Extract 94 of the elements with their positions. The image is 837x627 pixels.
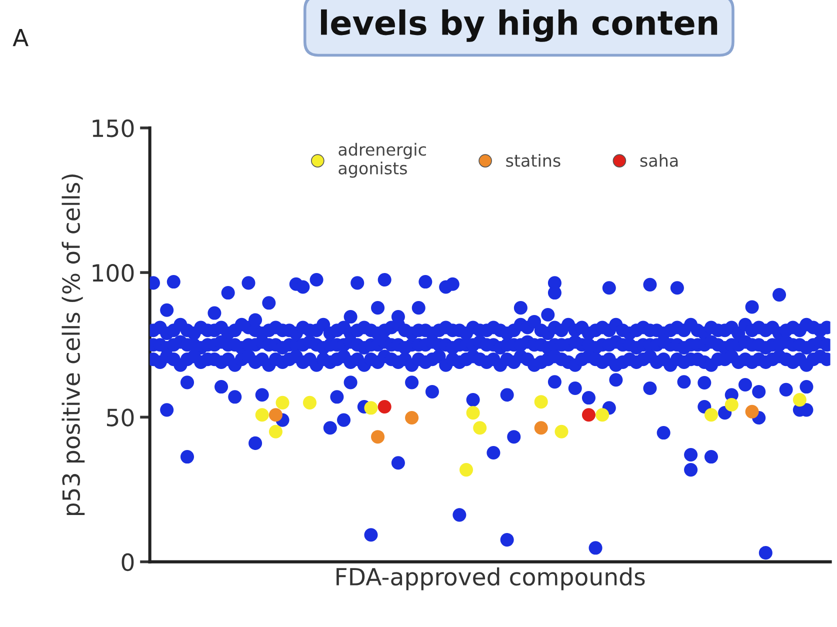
point [248, 436, 262, 450]
point [160, 403, 174, 417]
point [344, 310, 358, 324]
point [425, 384, 439, 398]
point [500, 533, 514, 547]
point [459, 463, 474, 477]
point [486, 446, 500, 460]
point [378, 400, 392, 414]
point [330, 390, 344, 404]
point [466, 393, 480, 407]
point [541, 308, 555, 322]
point [588, 541, 602, 555]
point [534, 395, 548, 409]
point [643, 278, 657, 292]
point [405, 410, 419, 425]
point [792, 393, 806, 407]
point [684, 448, 698, 462]
point [228, 390, 242, 404]
point [698, 376, 712, 390]
point [582, 391, 596, 405]
point [602, 281, 616, 295]
point [752, 384, 766, 398]
point [166, 275, 180, 289]
point [656, 426, 670, 440]
y-axis-title: p53 positive cells (% of cells) [62, 174, 85, 516]
point [582, 408, 596, 422]
point [507, 430, 521, 444]
legend-label: saha [640, 154, 678, 167]
point [276, 396, 290, 410]
point [514, 301, 528, 315]
point [534, 421, 548, 435]
x-axis-title: FDA-approved compounds [336, 567, 645, 590]
point [302, 396, 317, 410]
point [180, 376, 194, 390]
point [296, 280, 310, 294]
point [405, 376, 419, 390]
point [364, 401, 378, 415]
point [268, 408, 282, 422]
point [310, 273, 324, 287]
point [391, 456, 405, 470]
point [500, 388, 514, 402]
point [548, 286, 562, 300]
point [371, 301, 385, 315]
text: A [12, 28, 29, 46]
point [364, 528, 378, 542]
point [466, 406, 480, 420]
point [745, 404, 759, 418]
point [724, 398, 738, 412]
y-tick-label: 0 [122, 553, 134, 572]
point [779, 382, 793, 396]
point [677, 375, 691, 389]
point [268, 424, 282, 438]
point [418, 275, 432, 289]
point [208, 306, 222, 320]
point [248, 313, 262, 327]
point [452, 508, 466, 522]
chart-title: levels by high conten [321, 9, 718, 42]
legend-label: adrenergic agonists [338, 142, 426, 178]
point [772, 288, 786, 302]
point [738, 378, 752, 392]
point [446, 277, 460, 291]
point [758, 546, 772, 560]
point [180, 450, 194, 464]
point [242, 276, 256, 290]
point [670, 281, 684, 295]
point [255, 408, 269, 422]
point [255, 388, 269, 402]
point [554, 424, 568, 438]
point [745, 300, 759, 314]
point [160, 303, 174, 317]
point [214, 380, 228, 394]
point [262, 296, 276, 310]
legend-label: statins [506, 154, 560, 167]
point [800, 380, 814, 394]
point [609, 373, 623, 387]
point [344, 376, 358, 390]
point [473, 421, 487, 435]
y-tick-label: 100 [92, 264, 134, 282]
point [596, 408, 610, 422]
point [568, 381, 582, 396]
point [704, 408, 718, 422]
point [221, 286, 235, 300]
point [548, 375, 562, 389]
y-tick-label: 150 [92, 119, 134, 138]
point [371, 430, 385, 444]
point [323, 421, 337, 435]
point [704, 450, 718, 464]
point [378, 273, 392, 287]
y-tick-label: 50 [107, 408, 134, 426]
point [684, 463, 698, 477]
point [336, 413, 351, 427]
point [350, 276, 364, 290]
point [412, 301, 426, 315]
point [643, 381, 657, 396]
